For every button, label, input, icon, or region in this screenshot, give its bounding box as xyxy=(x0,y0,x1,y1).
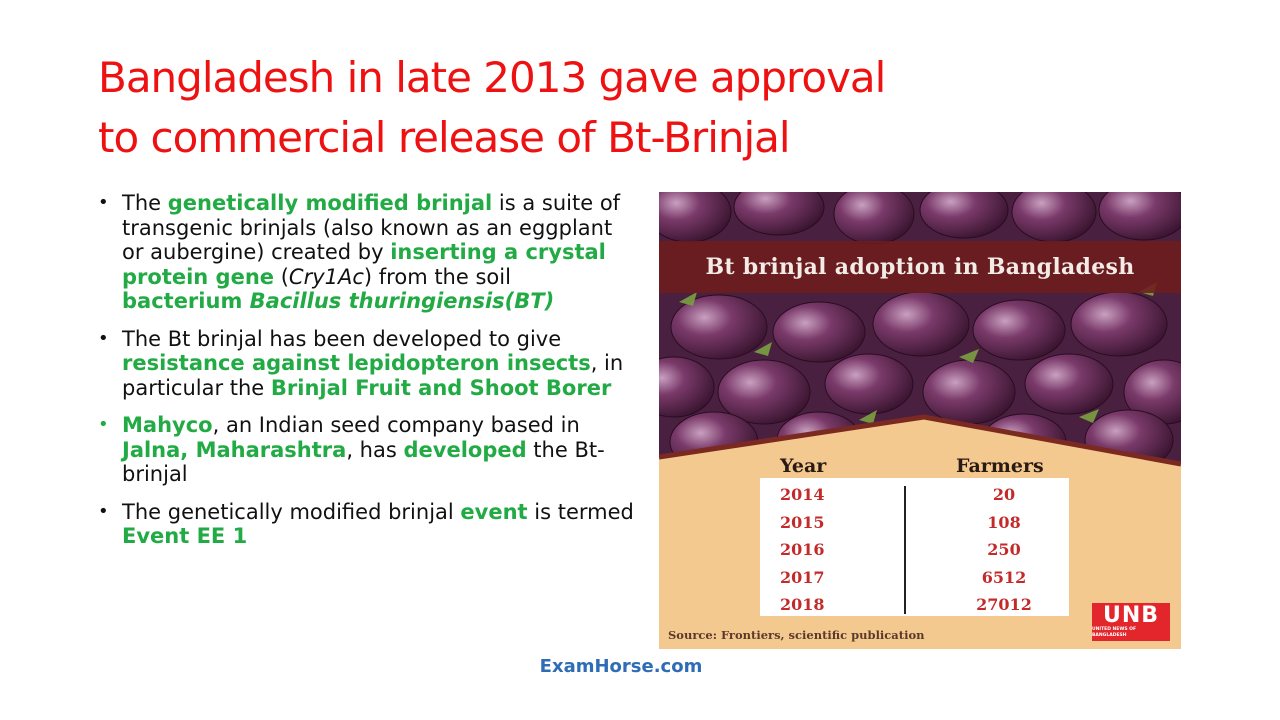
infographic-banner: Bt brinjal adoption in Bangladesh xyxy=(659,241,1181,293)
bullet-item: • The genetically modified brinjal is a … xyxy=(96,191,636,314)
bullet-text: The xyxy=(122,191,168,215)
bullet-text: is a suite of transgenic brinjals (also … xyxy=(122,191,621,264)
bullet-text: the Bt-brinjal xyxy=(122,437,605,487)
bullet-highlight: event xyxy=(460,499,528,524)
bullet-item: • The genetically modified brinjal event… xyxy=(96,500,636,549)
bullet-text: , in particular the xyxy=(122,351,624,400)
year-cell: 2017 xyxy=(780,567,825,587)
bullet-highlight: Brinjal Fruit and Shoot Borer xyxy=(270,375,612,400)
farmers-cell: 27012 xyxy=(976,595,1032,615)
bullet-dot-icon: • xyxy=(98,192,109,213)
unb-logo-subtext: UNITED NEWS OF BANGLADESH xyxy=(1092,627,1137,638)
bullet-text: The Bt brinjal has been developed to giv… xyxy=(122,326,562,351)
bullet-highlight: Mahyco xyxy=(122,413,213,437)
column-header-farmers: Farmers xyxy=(956,455,1044,477)
bullet-highlight: inserting a crystal protein gene xyxy=(122,240,606,289)
slide-title-line-1: Bangladesh in late 2013 gave approval xyxy=(98,53,886,102)
bullet-text: ) from the soil xyxy=(363,264,511,289)
column-header-year: Year xyxy=(780,455,827,477)
footer-site-name: ExamHorse.com xyxy=(539,656,703,677)
year-cell: 2016 xyxy=(780,540,825,560)
unb-logo: UNB UNITED NEWS OF BANGLADESH xyxy=(1092,603,1170,641)
bullet-text: , has xyxy=(346,437,404,462)
unb-logo-text: UNB xyxy=(1102,603,1160,628)
bullet-highlight-italic: Bacillus thuringiensis(BT) xyxy=(249,289,555,313)
farmers-cell: 20 xyxy=(992,485,1016,504)
bullet-italic: Cry1Ac xyxy=(288,264,364,289)
slide-title-line-2: to commercial release of Bt-Brinjal xyxy=(98,113,791,162)
bullet-dot-icon: • xyxy=(98,327,109,349)
slide-title: Bangladesh in late 2013 gave approval to… xyxy=(98,48,1098,168)
year-cell: 2014 xyxy=(780,485,825,504)
bullet-text: , an Indian seed company based in xyxy=(212,413,580,437)
bullet-highlight: Event EE 1 xyxy=(122,524,248,548)
data-table xyxy=(760,478,1069,616)
bullet-item: • The Bt brinjal has been developed to g… xyxy=(96,327,636,401)
year-cell: 2015 xyxy=(780,512,825,532)
bullet-item: • Mahyco, an Indian seed company based i… xyxy=(96,413,636,487)
column-divider xyxy=(904,486,906,614)
bullet-highlight: genetically modified brinjal xyxy=(167,191,493,215)
bullet-dot-icon: • xyxy=(98,414,109,435)
farmers-cell: 108 xyxy=(987,512,1021,532)
bullet-list: • The genetically modified brinjal is a … xyxy=(96,191,636,562)
bullet-text: is termed xyxy=(527,499,634,524)
bt-brinjal-infographic: Bt brinjal adoption in Bangladesh Year F… xyxy=(659,192,1181,649)
farmers-column: 20 108 250 6512 27012 xyxy=(949,484,1059,622)
farmers-cell: 250 xyxy=(987,540,1021,560)
bullet-dot-icon: • xyxy=(98,500,109,522)
bullet-text: The genetically modified brinjal xyxy=(122,499,461,524)
bullet-highlight: bacterium xyxy=(122,289,250,313)
source-note: Source: Frontiers, scientific publicatio… xyxy=(668,628,925,642)
bullet-text: ( xyxy=(274,264,289,289)
year-cell: 2018 xyxy=(780,595,825,615)
farmers-cell: 6512 xyxy=(981,567,1027,587)
bullet-highlight: developed xyxy=(403,437,527,462)
years-column: 2014 2015 2016 2017 2018 xyxy=(780,484,825,622)
bullet-highlight: resistance against lepidopteron insects xyxy=(122,351,591,375)
bullet-highlight: Jalna, Maharashtra xyxy=(122,437,347,462)
